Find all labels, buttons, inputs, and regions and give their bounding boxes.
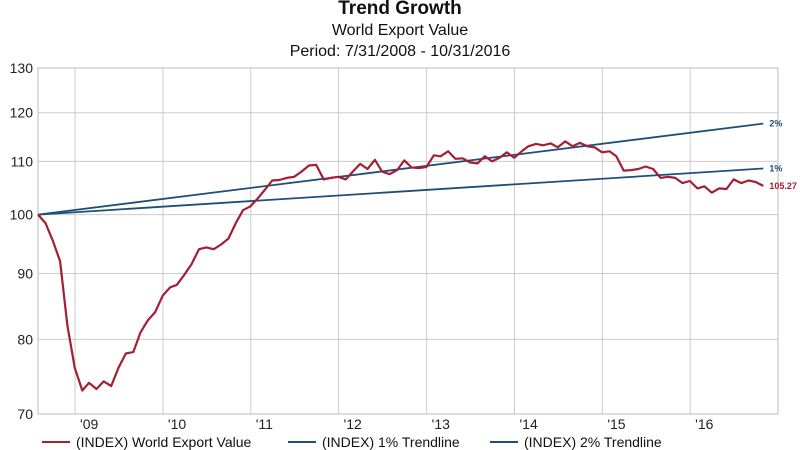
y-tick-label: 90	[17, 266, 33, 282]
x-tick-label: '12	[344, 416, 362, 432]
legend-swatch	[490, 441, 518, 443]
x-tick-label: '14	[519, 416, 537, 432]
chart-subtitle: World Export Value	[331, 22, 469, 39]
x-tick-label: '16	[695, 416, 713, 432]
legend-label: (INDEX) 1% Trendline	[322, 434, 460, 450]
plot-border	[37, 67, 779, 415]
series-line-2	[37, 122, 764, 216]
y-tick-label: 110	[11, 153, 34, 169]
series-end-label: 105.27	[769, 181, 797, 191]
x-tick-label: '09	[80, 416, 98, 432]
y-tick-label: 120	[10, 105, 34, 121]
y-tick-label: 70	[17, 406, 33, 422]
x-tick-label: '10	[168, 416, 186, 432]
y-tick-label: 100	[10, 207, 34, 223]
legend-label: (INDEX) 2% Trendline	[524, 434, 662, 450]
y-tick-label: 130	[10, 60, 34, 76]
x-tick-label: '11	[256, 416, 273, 432]
chart-title: Trend Growth	[338, 0, 462, 19]
legend-label: (INDEX) World Export Value	[76, 434, 252, 450]
x-tick-label: '13	[432, 416, 450, 432]
title-block: Trend Growth World Export Value Period: …	[0, 0, 800, 62]
legend-item-2pct-trendline: (INDEX) 2% Trendline	[490, 434, 662, 450]
x-tick-label: '15	[607, 416, 625, 432]
y-tick-label: 80	[17, 331, 33, 347]
series-end-label: 2%	[769, 119, 782, 129]
legend-item-world-export: (INDEX) World Export Value	[42, 434, 251, 450]
series-line-1	[37, 167, 764, 216]
legend-swatch	[42, 441, 70, 443]
legend-item-1pct-trendline: (INDEX) 1% Trendline	[288, 434, 460, 450]
legend: (INDEX) World Export Value (INDEX) 1% Tr…	[30, 432, 800, 450]
legend-swatch	[288, 441, 316, 443]
series-end-label: 1%	[769, 164, 782, 174]
chart-period: Period: 7/31/2008 - 10/31/2016	[289, 43, 511, 60]
series-line-0	[37, 140, 764, 392]
